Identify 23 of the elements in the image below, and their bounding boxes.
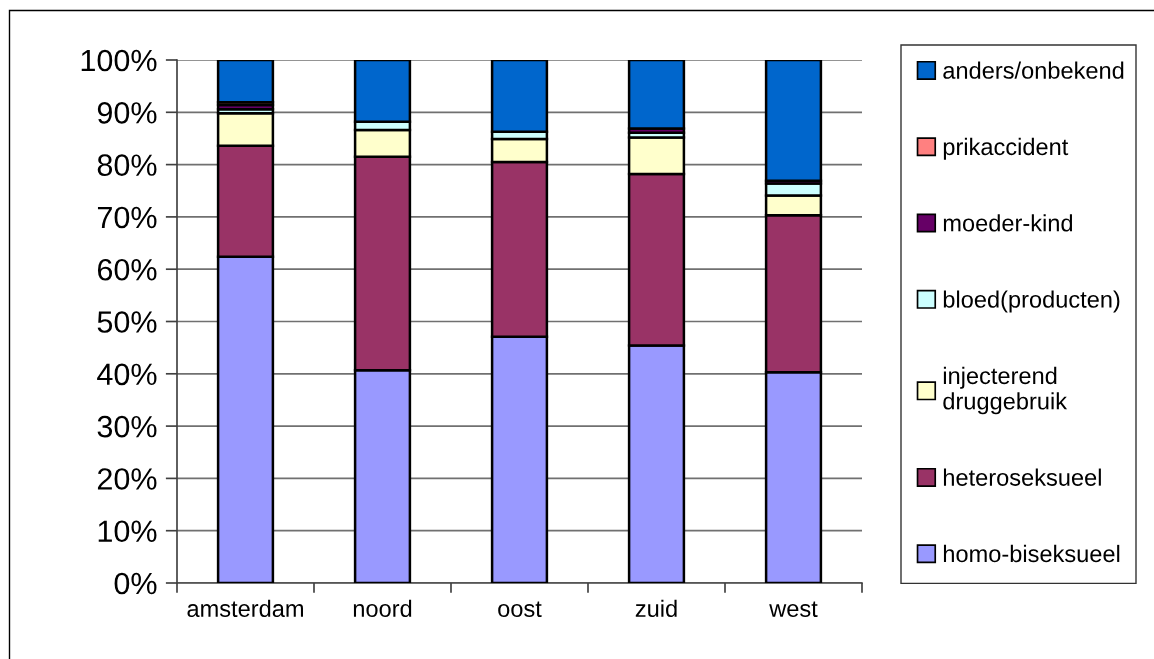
y-tick-label: 90%: [97, 102, 157, 124]
y-tick-label: 40%: [97, 363, 157, 386]
y-tick-label: 30%: [97, 415, 157, 438]
x-tick-label: west: [769, 601, 818, 618]
y-tick-label: 20%: [97, 468, 157, 490]
y-tick-label: 100%: [81, 49, 157, 72]
x-tick-label: zuid: [635, 599, 677, 618]
x-tick-label: oost: [498, 601, 542, 618]
legend-label: moeder-kind: [943, 214, 1073, 232]
y-tick-label: 80%: [97, 154, 157, 176]
y-tick-label: 60%: [97, 258, 157, 281]
y-tick-label: 50%: [97, 311, 157, 333]
legend-label: injecterend druggebruik: [943, 366, 1068, 415]
y-tick-label: 10%: [98, 520, 157, 543]
y-tick-label: 0%: [114, 572, 157, 595]
y-tick-label: 70%: [97, 206, 157, 229]
legend-label: bloed(producten): [943, 290, 1120, 313]
legend-label: heteroseksueel: [943, 468, 1101, 486]
legend-label: prikaccident: [943, 137, 1069, 160]
legend-label: anders/onbekend: [943, 61, 1124, 79]
x-tick-label: amsterdam: [187, 599, 303, 618]
legend-label: homo-biseksueel: [943, 544, 1120, 563]
x-tick-label: noord: [353, 599, 412, 618]
